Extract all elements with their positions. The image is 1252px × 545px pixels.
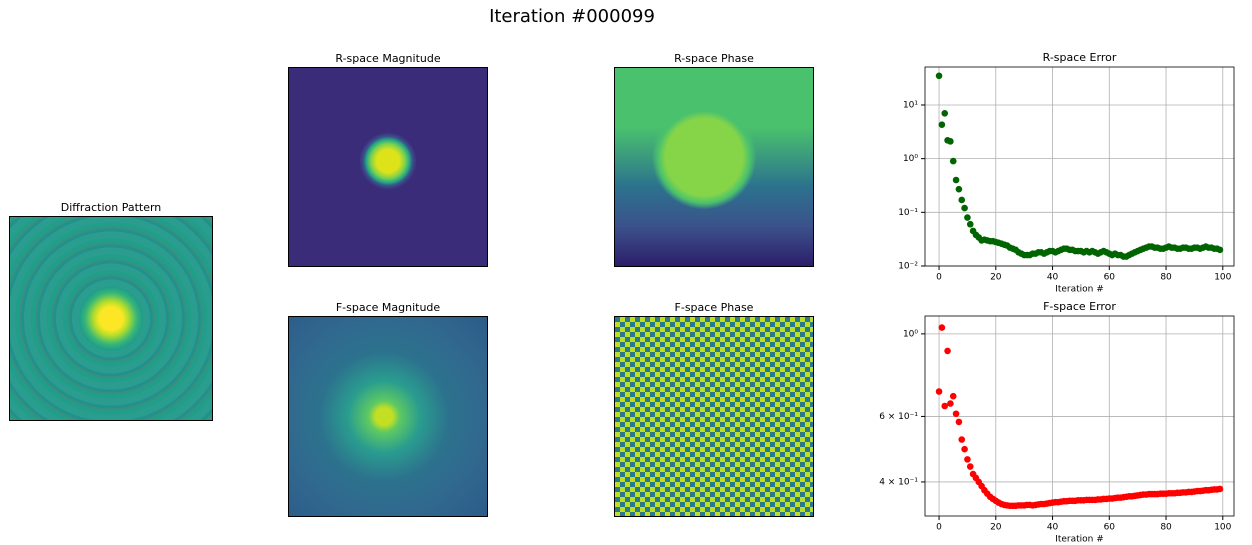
- y-tick-label: 10⁰: [903, 154, 918, 164]
- y-tick-label: 10⁻²: [898, 262, 918, 272]
- point: [952, 410, 960, 418]
- image-title: F-space Phase: [674, 301, 754, 314]
- image-title: F-space Magnitude: [335, 301, 441, 314]
- x-tick-label: 20: [990, 273, 1002, 283]
- r-phase-image: [614, 67, 814, 267]
- x-tick-label: 100: [1214, 273, 1231, 283]
- figure-title: Iteration #000099: [489, 6, 655, 27]
- diffraction-image: [9, 216, 213, 421]
- point: [938, 324, 946, 331]
- point: [955, 185, 963, 193]
- point: [964, 214, 971, 221]
- x-tick-label: 0: [936, 273, 942, 283]
- axes-frame: [924, 66, 1235, 267]
- point: [952, 176, 960, 184]
- plot-title: R-space Error: [1043, 51, 1117, 64]
- point: [947, 400, 954, 407]
- x-tick-label: 20: [990, 523, 1002, 533]
- y-tick-label: 6 × 10⁻¹: [879, 412, 918, 422]
- x-tick-label: 80: [1160, 273, 1172, 283]
- y-tick-label: 10¹: [903, 100, 918, 110]
- point: [966, 463, 974, 470]
- x-axis-label: Iteration #: [1055, 535, 1104, 545]
- y-tick-label: 10⁻¹: [898, 208, 918, 218]
- x-tick-label: 0: [936, 523, 942, 533]
- point: [966, 220, 974, 228]
- point: [941, 402, 949, 410]
- r-magnitude-image: [288, 67, 488, 267]
- point: [958, 436, 966, 443]
- f-magnitude-image: [288, 316, 488, 517]
- point: [958, 196, 966, 204]
- point: [961, 204, 968, 212]
- x-tick-label: 80: [1160, 523, 1172, 533]
- point: [941, 109, 949, 117]
- point: [935, 72, 943, 80]
- point: [961, 445, 968, 453]
- axes-frame: [924, 315, 1235, 517]
- point: [947, 138, 954, 145]
- x-tick-label: 60: [1104, 273, 1116, 283]
- point: [964, 456, 971, 463]
- point: [1216, 246, 1224, 254]
- image-title: Diffraction Pattern: [60, 201, 162, 214]
- x-axis-label: Iteration #: [1055, 285, 1104, 295]
- image-title: R-space Magnitude: [335, 52, 441, 65]
- x-tick-label: 40: [1047, 273, 1059, 283]
- point: [1216, 485, 1224, 493]
- y-tick-label: 4 × 10⁻¹: [879, 477, 918, 487]
- x-tick-label: 60: [1104, 523, 1116, 533]
- image-title: R-space Phase: [674, 52, 754, 65]
- point: [949, 157, 957, 165]
- x-tick-label: 40: [1047, 523, 1059, 533]
- point: [949, 392, 957, 400]
- f-phase-image: [614, 316, 814, 517]
- plot-title: F-space Error: [1043, 300, 1116, 313]
- point: [935, 388, 943, 395]
- point: [944, 347, 951, 355]
- x-tick-label: 100: [1214, 523, 1231, 533]
- y-tick-label: 10⁰: [903, 329, 918, 339]
- point: [938, 121, 946, 128]
- point: [955, 418, 963, 426]
